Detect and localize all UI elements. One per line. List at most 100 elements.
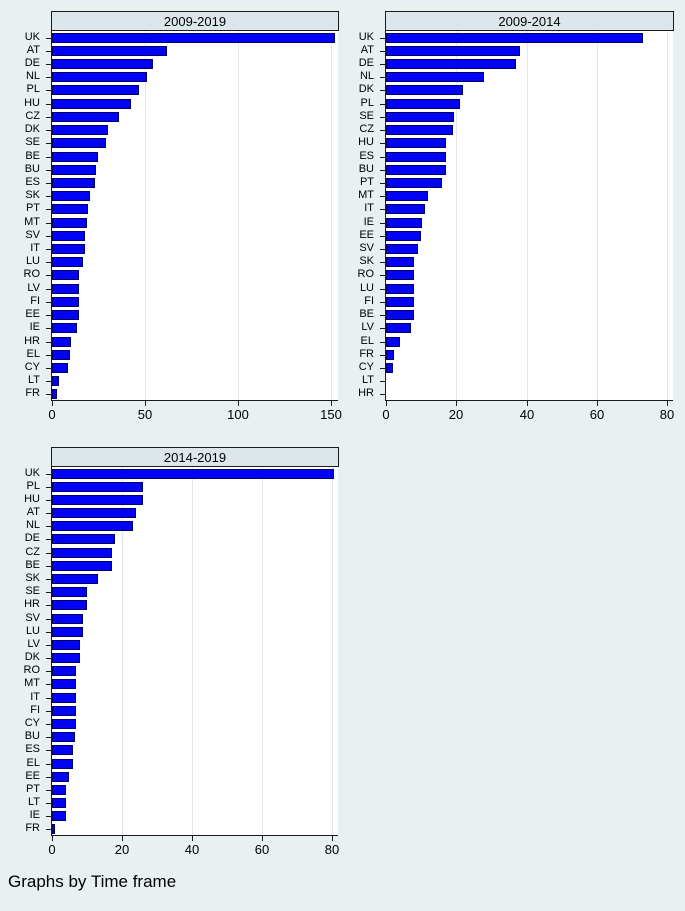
gridline (145, 31, 146, 400)
y-tick-label: BU (358, 163, 374, 175)
bar-dk (52, 653, 80, 663)
y-tick-label: RO (23, 664, 41, 676)
y-tick-label: PT (25, 202, 40, 214)
y-tick-label: EE (359, 229, 374, 241)
bar-sk (52, 191, 90, 201)
y-tick-label: UK (358, 31, 374, 43)
y-tick-mark (46, 500, 51, 501)
bar-se (52, 587, 87, 597)
bar-nl (386, 72, 484, 82)
y-tick-mark (380, 302, 385, 303)
x-tick-mark (262, 836, 263, 841)
bar-at (52, 46, 167, 56)
bar-sv (52, 231, 85, 241)
y-tick-label: FR (25, 822, 40, 834)
y-tick-label: MT (24, 216, 40, 228)
y-tick-label: CZ (25, 546, 40, 558)
y-tick-mark (380, 90, 385, 91)
x-tick-mark (331, 401, 332, 406)
x-tick-mark (527, 401, 528, 406)
x-tick-label: 80 (659, 407, 675, 422)
y-tick-label: EE (25, 770, 40, 782)
bar-ie (52, 323, 77, 333)
x-tick-label: 0 (48, 842, 56, 857)
y-tick-mark (46, 196, 51, 197)
y-tick-mark (46, 315, 51, 316)
y-tick-label: SK (25, 572, 40, 584)
by-note: Graphs by Time frame (8, 872, 177, 891)
y-tick-mark (380, 381, 385, 382)
bar-hu (52, 99, 131, 109)
x-tick-label: 150 (320, 407, 342, 422)
y-tick-label: BE (25, 559, 40, 571)
bar-hr (52, 337, 71, 347)
y-tick-mark (46, 790, 51, 791)
gridline (192, 467, 193, 835)
y-tick-label: CY (24, 717, 40, 729)
y-tick-mark (380, 143, 385, 144)
y-tick-label: SV (359, 242, 374, 254)
bar-be (52, 561, 112, 571)
x-tick-mark (667, 401, 668, 406)
x-tick-mark (52, 401, 53, 406)
bar-nl (52, 72, 147, 82)
y-tick-label: DK (358, 83, 374, 95)
y-tick-label: BU (24, 163, 40, 175)
gridline (527, 31, 528, 400)
x-tick-label: 50 (137, 407, 153, 422)
y-tick-label: SK (25, 189, 40, 201)
x-tick-label: 40 (519, 407, 535, 422)
y-tick-label: ES (359, 150, 374, 162)
y-tick-mark (380, 275, 385, 276)
y-tick-label: BE (25, 150, 40, 162)
bar-ee (386, 231, 421, 241)
bar-it (52, 693, 76, 703)
y-tick-label: FI (364, 295, 374, 307)
y-tick-mark (46, 671, 51, 672)
y-tick-label: LV (27, 282, 40, 294)
y-tick-mark (46, 328, 51, 329)
y-tick-mark (380, 117, 385, 118)
y-tick-mark (380, 157, 385, 158)
y-tick-label: PL (360, 97, 374, 109)
y-tick-label: MT (358, 189, 374, 201)
y-tick-label: LT (27, 374, 40, 386)
y-tick-label: DE (24, 532, 40, 544)
y-tick-mark (46, 684, 51, 685)
x-tick-mark (386, 401, 387, 406)
bar-pt (386, 178, 442, 188)
x-tick-mark (456, 401, 457, 406)
y-tick-mark (46, 143, 51, 144)
y-tick-mark (46, 711, 51, 712)
y-tick-mark (46, 117, 51, 118)
y-tick-label: LV (27, 638, 40, 650)
gridline (331, 31, 332, 400)
y-tick-label: PL (26, 83, 40, 95)
y-tick-label: AT (26, 506, 40, 518)
y-tick-mark (46, 51, 51, 52)
y-tick-label: CY (358, 361, 374, 373)
bar-bu (386, 165, 446, 175)
y-tick-mark (46, 64, 51, 65)
y-tick-label: IE (29, 809, 40, 821)
y-tick-label: PT (359, 176, 374, 188)
y-tick-mark (380, 104, 385, 105)
bar-lt (52, 376, 59, 386)
y-tick-mark (46, 183, 51, 184)
y-tick-mark (380, 262, 385, 263)
bar-lu (386, 284, 414, 294)
y-tick-label: IT (364, 202, 374, 214)
bar-se (52, 138, 106, 148)
bar-fi (52, 706, 76, 716)
bar-pl (52, 85, 139, 95)
y-tick-mark (46, 381, 51, 382)
y-tick-label: HU (358, 136, 374, 148)
y-tick-label: CZ (25, 110, 40, 122)
y-tick-label: SK (359, 255, 374, 267)
y-tick-mark (46, 104, 51, 105)
y-tick-mark (46, 619, 51, 620)
x-tick-mark (192, 836, 193, 841)
y-tick-label: DE (358, 57, 374, 69)
y-tick-label: EL (26, 348, 40, 360)
